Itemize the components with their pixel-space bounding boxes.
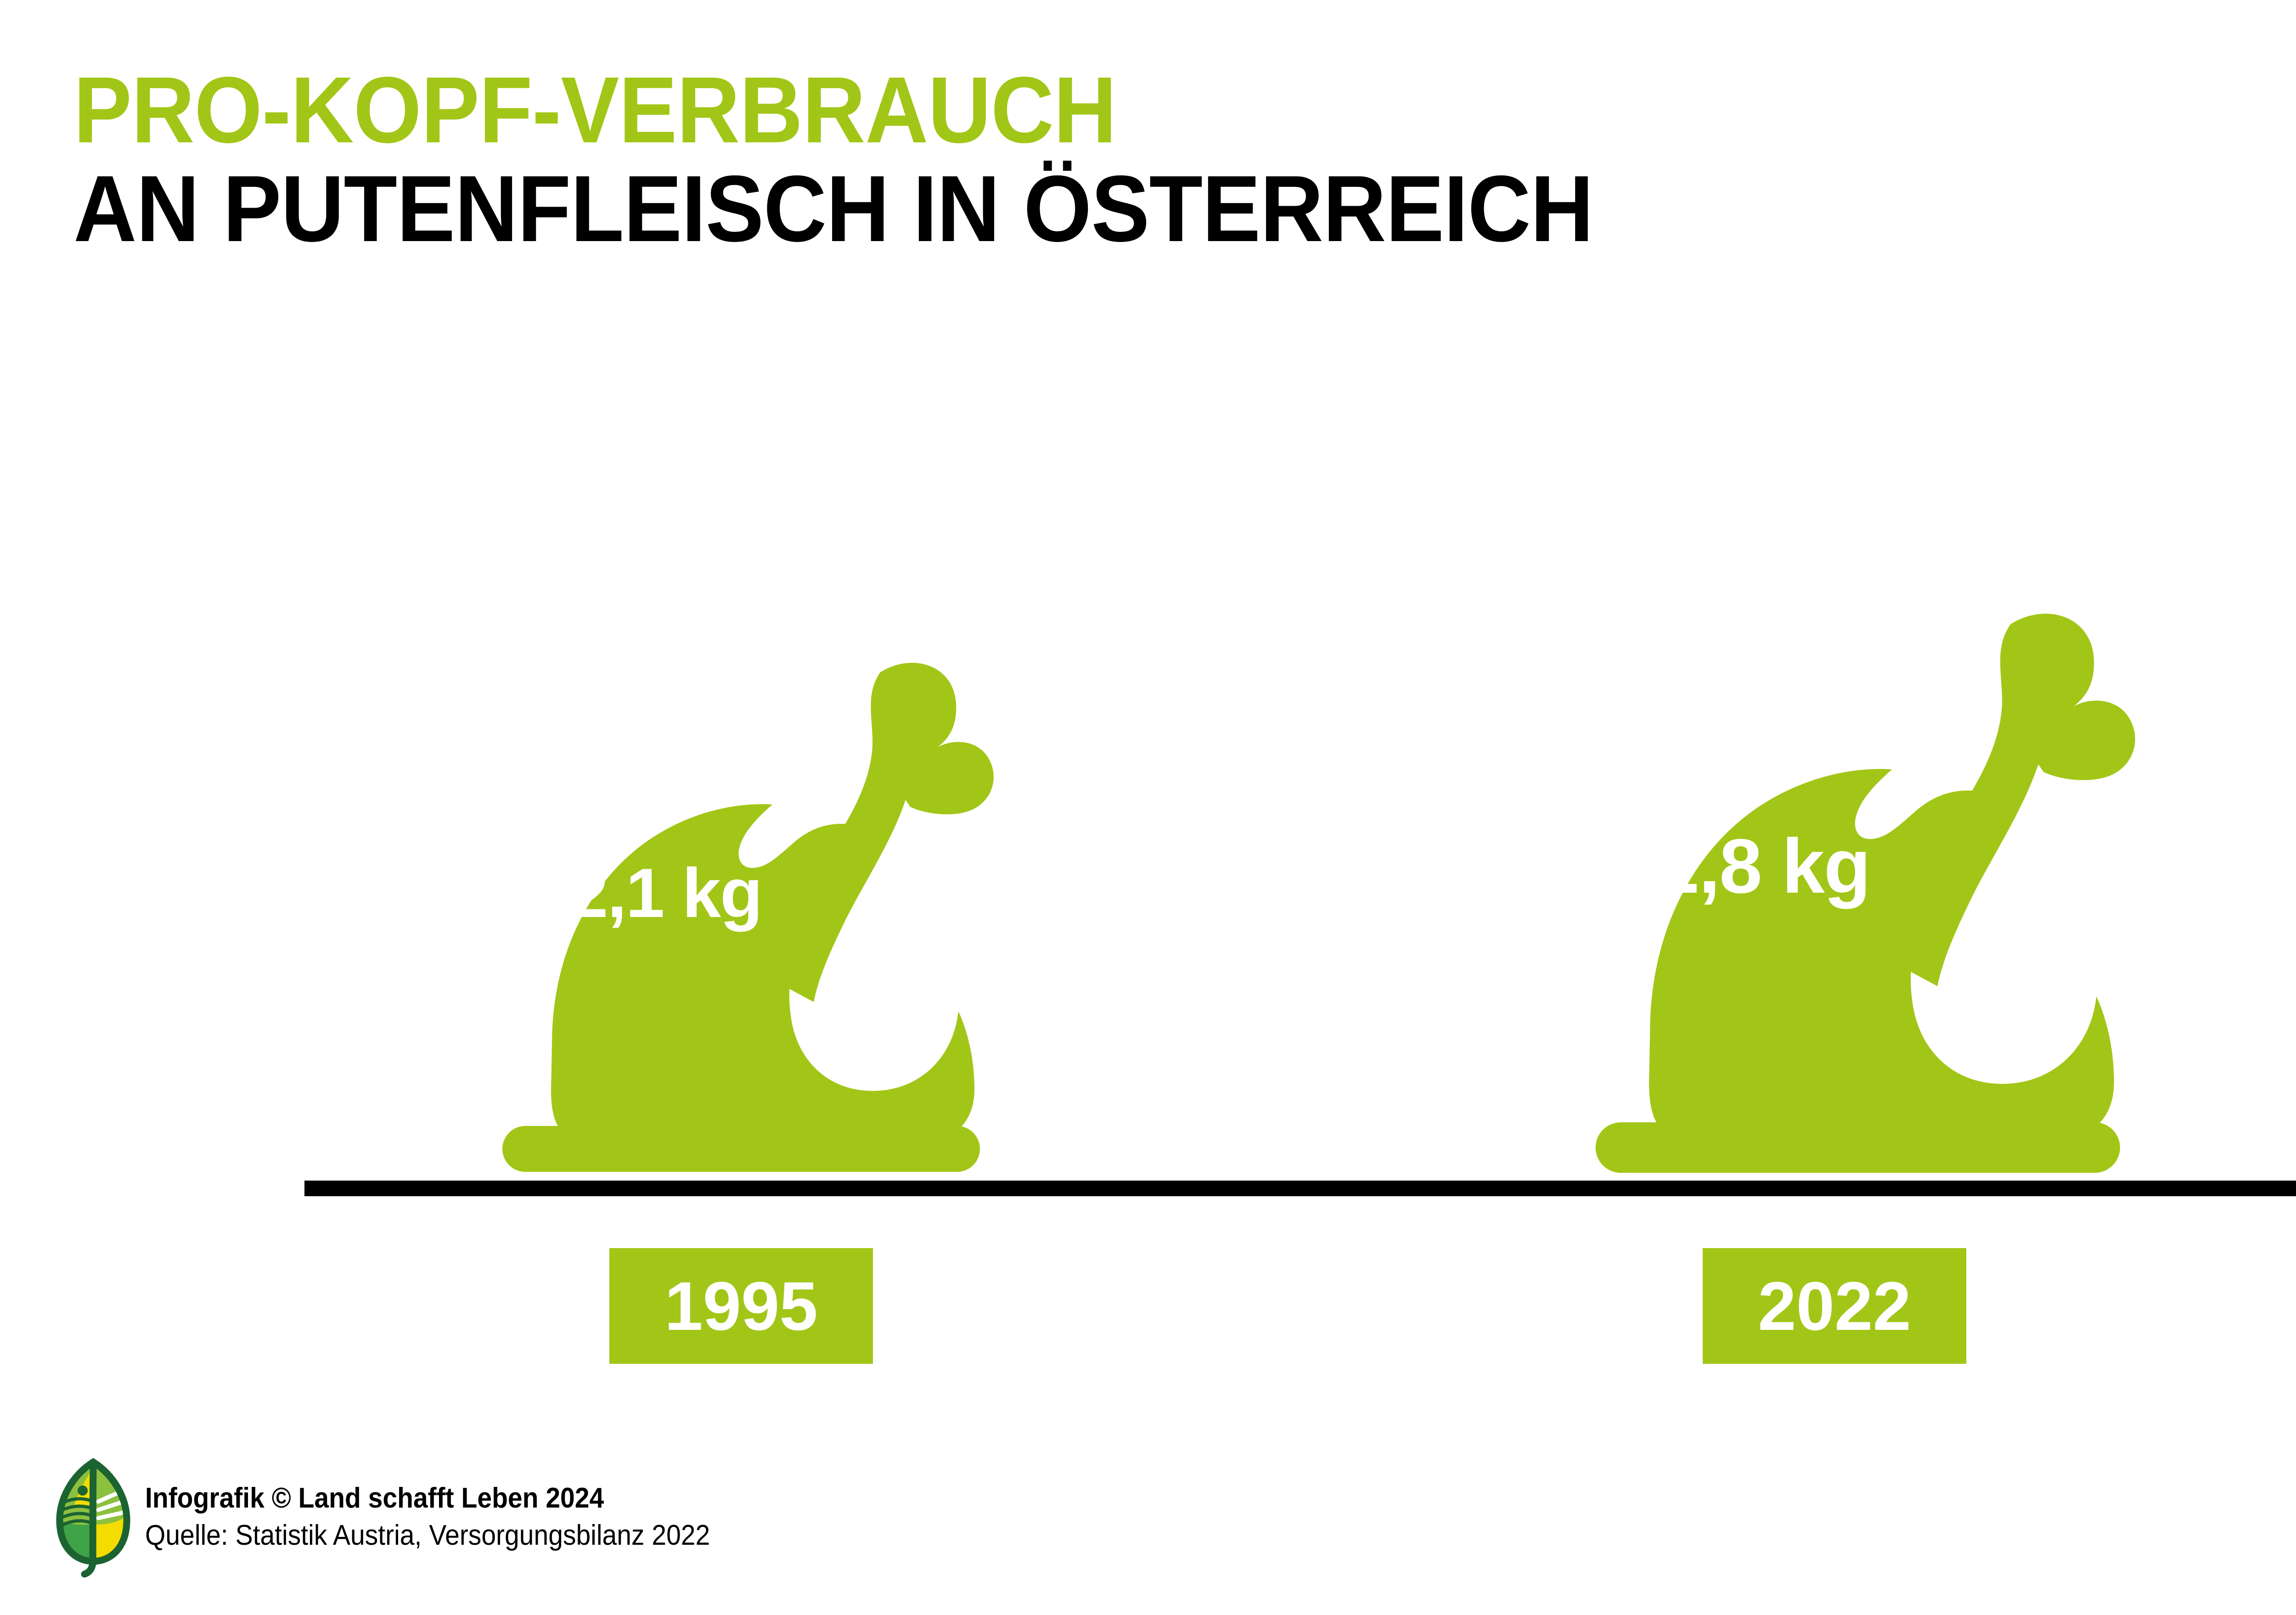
- footer: Infografik © Land schafft Leben 2024 Que…: [54, 1456, 759, 1579]
- footer-credit: Infografik © Land schafft Leben 2024: [145, 1482, 604, 1514]
- year-badge-1995: 1995: [609, 1248, 873, 1364]
- title-line-secondary: AN PUTENFLEISCH IN ÖSTERREICH: [73, 156, 1594, 261]
- turkey-icon-2022: [1580, 598, 2159, 1173]
- timeline-axis-line: [304, 1181, 2296, 1196]
- value-label-2022: 2,8 kg: [1657, 823, 1871, 909]
- roast-turkey-icon: [1595, 613, 2135, 1173]
- roast-turkey-icon: [502, 663, 994, 1172]
- value-label-1995: 2,1 kg: [569, 854, 763, 932]
- title-line-primary: PRO-KOPF-VERBRAUCH: [73, 57, 1117, 163]
- footer-source: Quelle: Statistik Austria, Versorgungsbi…: [145, 1519, 710, 1551]
- turkey-icon-1995: [497, 648, 1007, 1172]
- leaf-logo-icon: [56, 1458, 130, 1578]
- year-badge-2022: 2022: [1703, 1248, 1966, 1364]
- page-title: PRO-KOPF-VERBRAUCH AN PUTENFLEISCH IN ÖS…: [73, 57, 1708, 261]
